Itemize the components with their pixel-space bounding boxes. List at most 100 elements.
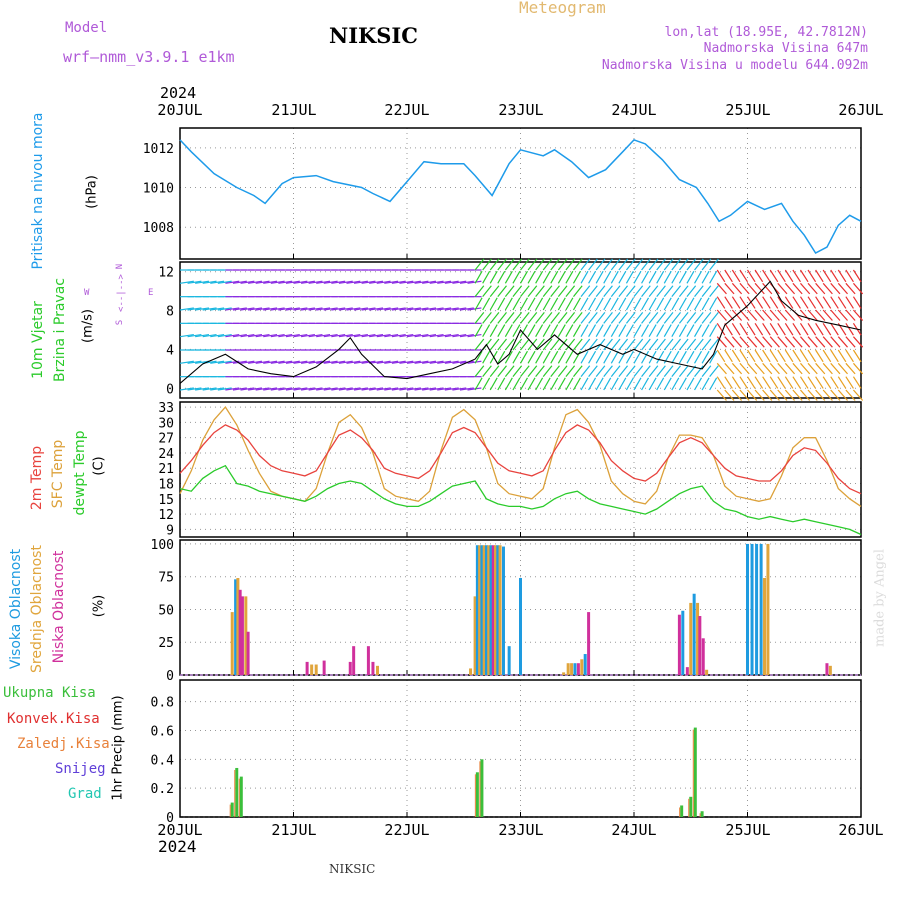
wind-barb [837,296,847,309]
wind-barb [361,307,376,311]
wind-barb [792,336,803,348]
wind-barb [678,324,687,337]
wind-barb [519,324,528,337]
wind-barb [255,360,270,364]
cloud-bar-mid [478,545,482,675]
wind-barb [338,280,353,284]
wind-barb [648,324,657,337]
wind-barb [852,336,864,348]
wind-barb [739,323,749,336]
wind-barb [852,309,864,321]
precip-bar-grid [688,798,690,817]
wind-barb [701,365,712,378]
cloud-bar-mid [244,596,248,675]
wind-barb [187,280,202,284]
wind-barb [822,282,833,295]
wind-barb [489,377,498,391]
wind-barb [550,258,560,271]
wind-barb [739,269,749,283]
wind-barb [762,376,771,389]
wind-barb [830,376,839,389]
wind-barb [361,333,376,338]
wind-barb [444,280,459,284]
wind-barbs [179,258,864,401]
cloud-bar-mid [498,545,502,675]
wind-barb [361,280,376,284]
wind-barb [686,258,697,271]
wind-barb [618,297,627,311]
wind-barb [754,349,764,363]
bottom-date-6: 26JUL [838,821,884,839]
wind-barb [452,307,467,311]
wind-barb [610,297,619,311]
wind-barb [641,297,650,311]
cloud-bar-low [246,631,250,675]
wind-barb [807,309,818,321]
wind-barb [588,377,597,391]
precip-bar-grid [229,804,231,817]
wind-barb [512,270,521,284]
wind-barb [746,323,756,336]
wind-barb [625,324,634,337]
cloud-bar-high [692,593,696,675]
wind-barb [709,324,718,337]
wind-barb [822,349,832,363]
wind-barb [474,324,483,337]
wind-barb [459,333,474,338]
wind-barb [331,333,346,338]
wind-barb [686,311,697,324]
wind-barb [467,387,482,391]
wind-barb [716,323,726,336]
wind-barb [217,333,232,338]
cloud-bar-high [496,545,500,675]
wind-barb [588,258,598,271]
wind-barb [580,311,591,324]
year-bottom: 2024 [158,837,197,856]
wind-barb [845,349,854,363]
wind-barb [792,376,801,389]
wind-barb [595,324,604,337]
wind-barb [474,285,485,298]
wind-barb [739,349,749,363]
wind-barb [595,311,606,324]
wind-barb [300,387,315,391]
wind-barb [353,307,368,311]
wind-barb [361,360,376,364]
wind-barb [202,280,217,284]
y-tick-label: 4 [166,343,174,358]
wind-barb [474,258,485,271]
wind-barb [278,280,293,284]
wind-barb [542,311,553,324]
cloud-bar-low [322,660,326,675]
cloud-bar-low [238,589,242,675]
wind-barb [610,285,621,298]
y-tick-label: 75 [158,571,174,586]
wind-barb [815,376,824,389]
wind-barb [618,285,629,298]
y-tick-label: 0 [166,669,174,684]
wind-barb [225,280,240,284]
wind-barb [762,296,771,309]
y-tick-label: 100 [151,538,174,553]
wind-barb [285,387,300,391]
wind-barb [338,360,353,364]
wind-barb [550,365,560,378]
wind-barb [694,258,704,271]
wind-barb [550,324,559,337]
precip-bar [480,759,484,817]
wind-barb [648,285,659,298]
wind-barb [807,349,817,363]
cloud-bar-high [755,543,759,675]
wind-barb [293,333,308,338]
cloud-bar-low [348,661,352,675]
wind-barb [686,324,695,337]
wind-barb [557,377,566,391]
wind-barb [671,270,680,284]
wind-barb [399,360,414,364]
wind-barb [694,297,703,311]
wind-barb [580,324,589,337]
wind-barb [701,285,712,298]
y-tick-label: 21 [158,462,174,477]
wind-barb [822,309,833,321]
wind-barb [769,336,780,348]
